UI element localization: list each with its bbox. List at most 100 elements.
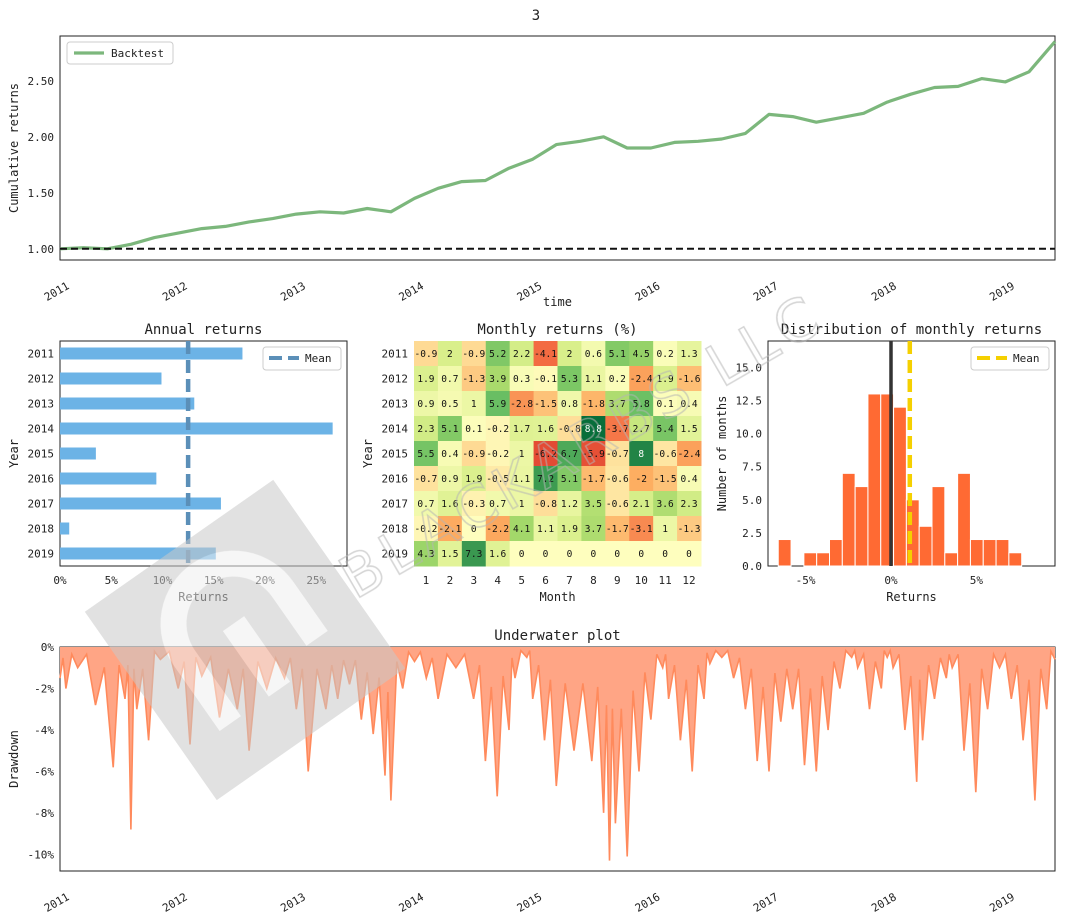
monthly-cell-value: -3.7 xyxy=(606,424,629,435)
monthly-heatmap-cell xyxy=(461,416,487,442)
monthly-heatmap-cell xyxy=(509,516,535,542)
monthly-cell-value: -0.2 xyxy=(486,424,509,435)
monthly-heatmap-cell xyxy=(629,466,654,492)
monthly-heatmap-cell xyxy=(509,491,535,517)
monthly-cell-value: -2.4 xyxy=(630,374,653,385)
monthly-heatmap-cell xyxy=(581,491,606,517)
monthly-heatmap-cell xyxy=(461,391,487,417)
monthly-cell-value: 3.6 xyxy=(657,499,674,510)
annual-bar xyxy=(60,347,243,360)
monthly-cell-value: -6.2 xyxy=(534,449,557,460)
underwater-ylabel: Drawdown xyxy=(7,730,21,788)
cumulative-xtick-label: 2012 xyxy=(160,279,189,304)
monthly-cell-value: -1.7 xyxy=(582,474,605,485)
monthly-heatmap-cell xyxy=(461,466,487,492)
monthly-ytick-label: 2013 xyxy=(382,398,409,411)
monthly-cell-value: 4.3 xyxy=(417,549,434,560)
figure-suptitle: 3 xyxy=(532,8,540,24)
monthly-heatmap-cell xyxy=(509,541,535,567)
monthly-ytick-label: 2012 xyxy=(382,373,409,386)
monthly-heatmap-cell xyxy=(461,516,487,542)
monthly-heatmap-cell xyxy=(605,366,630,392)
monthly-cell-value: -0.3 xyxy=(462,499,485,510)
monthly-heatmap-cell xyxy=(677,341,702,367)
monthly-cell-value: 3.9 xyxy=(489,374,506,385)
monthly-cell-value: 2.7 xyxy=(633,424,650,435)
monthly-returns-panel: Monthly returns (%)-0.9 2 -0.9 5.2 2.2 -4.1 2 0… xyxy=(361,322,702,604)
monthly-xtick-label: 12 xyxy=(682,574,695,587)
monthly-heatmap-cell xyxy=(557,391,582,417)
monthly-heatmap-cell xyxy=(414,466,439,492)
distribution-bar xyxy=(829,539,843,567)
cumulative-xtick-label: 2014 xyxy=(397,279,427,304)
underwater-xtick-label: 2013 xyxy=(278,890,307,912)
monthly-heatmap-cell xyxy=(629,391,654,417)
underwater-ytick-label: -10% xyxy=(28,848,55,861)
annual-ytick-label: 2019 xyxy=(28,548,55,561)
distribution-xtick-label: 5% xyxy=(970,574,984,587)
monthly-heatmap-cell xyxy=(653,391,678,417)
monthly-cell-value: 1.1 xyxy=(513,474,530,485)
monthly-heatmap-cell xyxy=(461,441,487,467)
monthly-heatmap-cell xyxy=(437,491,463,517)
monthly-cell-value: 2.3 xyxy=(680,499,697,510)
monthly-heatmap-cell xyxy=(485,491,511,517)
monthly-cell-value: -4.1 xyxy=(534,349,557,360)
monthly-cell-value: 0 xyxy=(662,549,668,560)
monthly-cell-value: 0 xyxy=(471,524,477,535)
monthly-cell-value: 2.3 xyxy=(417,424,434,435)
distribution-bar xyxy=(982,539,997,567)
monthly-xtick-label: 10 xyxy=(635,574,648,587)
monthly-heatmap-cell xyxy=(581,441,606,467)
monthly-cell-value: 0.5 xyxy=(441,399,458,410)
monthly-heatmap-cell xyxy=(581,366,606,392)
monthly-heatmap-cell xyxy=(437,391,463,417)
monthly-heatmap-cell xyxy=(485,341,511,367)
monthly-heatmap-cell xyxy=(677,366,702,392)
monthly-cell-value: 8.8 xyxy=(585,424,602,435)
cumulative-legend-label: Backtest xyxy=(111,47,164,60)
monthly-heatmap-cell xyxy=(581,541,606,567)
monthly-heatmap-cell xyxy=(557,341,582,367)
monthly-heatmap-cell xyxy=(653,366,678,392)
monthly-heatmap-cell xyxy=(437,541,463,567)
monthly-cell-value: 0.1 xyxy=(657,399,674,410)
monthly-cell-value: 7.2 xyxy=(537,474,554,485)
monthly-cell-value: -5.9 xyxy=(582,449,605,460)
monthly-cell-value: 0.4 xyxy=(680,399,697,410)
monthly-heatmap-cell xyxy=(461,366,487,392)
monthly-heatmap-cell xyxy=(509,366,535,392)
monthly-heatmap-cell xyxy=(557,491,582,517)
monthly-heatmap-cell xyxy=(557,366,582,392)
monthly-xtick-label: 5 xyxy=(518,574,525,587)
annual-title: Annual returns xyxy=(144,322,262,338)
distribution-xlabel: Returns xyxy=(886,590,937,604)
monthly-xtick-label: 2 xyxy=(447,574,454,587)
distribution-bar xyxy=(816,552,830,567)
monthly-cell-value: 3.7 xyxy=(585,524,602,535)
monthly-heatmap-cell xyxy=(629,441,654,467)
monthly-heatmap-cell xyxy=(509,391,535,417)
monthly-heatmap-cell xyxy=(485,466,511,492)
monthly-cell-value: -0.1 xyxy=(534,374,557,385)
monthly-cell-value: -0.6 xyxy=(606,499,629,510)
monthly-cell-value: 5.4 xyxy=(657,424,674,435)
monthly-heatmap-cell xyxy=(605,491,630,517)
monthly-cell-value: 2 xyxy=(567,349,573,360)
distribution-bar xyxy=(995,539,1010,567)
underwater-xtick-label: 2018 xyxy=(869,890,898,912)
monthly-cell-value: 1.5 xyxy=(680,424,697,435)
monthly-cell-value: 0.9 xyxy=(417,399,434,410)
annual-bar xyxy=(60,472,157,485)
monthly-heatmap-cell xyxy=(677,541,702,567)
monthly-heatmap-cell xyxy=(605,391,630,417)
distribution-xtick-label: -5% xyxy=(796,574,816,587)
monthly-heatmap-cell xyxy=(557,466,582,492)
monthly-cell-value: -1.8 xyxy=(582,399,605,410)
monthly-heatmap-cell xyxy=(414,491,439,517)
monthly-heatmap-cell xyxy=(677,516,702,542)
monthly-heatmap-cell xyxy=(509,441,535,467)
distribution-bar xyxy=(777,539,792,567)
